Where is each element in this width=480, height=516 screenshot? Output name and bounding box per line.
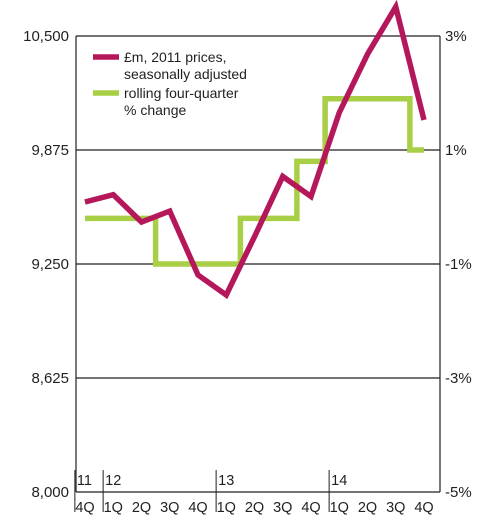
left-tick-label: 8,000 bbox=[31, 484, 69, 501]
x-tick-label: 4Q bbox=[188, 500, 207, 516]
series-lines bbox=[84, 0, 427, 300]
x-tick-label: 4Q bbox=[301, 500, 320, 516]
year-label: 12 bbox=[105, 473, 121, 489]
x-tick-label: 4Q bbox=[75, 500, 94, 516]
legend-label: £m, 2011 prices, bbox=[124, 49, 226, 65]
x-tick-label: 3Q bbox=[386, 500, 405, 516]
right-tick-label: -5% bbox=[445, 484, 472, 501]
right-tick-label: 1% bbox=[445, 142, 467, 159]
gridlines bbox=[76, 35, 440, 493]
x-tick-label: 1Q bbox=[217, 500, 236, 516]
right-tick-label: 3% bbox=[445, 28, 467, 45]
right-tick-label: -1% bbox=[445, 256, 472, 273]
axes bbox=[75, 36, 441, 492]
x-tick-label: 2Q bbox=[132, 500, 151, 516]
left-tick-label: 9,250 bbox=[31, 256, 69, 273]
legend-label: rolling four-quarter bbox=[124, 85, 239, 101]
year-label: 11 bbox=[77, 473, 92, 489]
x-tick-label: 2Q bbox=[245, 500, 264, 516]
left-axis-ticks: 8,000 8,625 9,250 9,875 10,500 bbox=[23, 28, 69, 501]
x-tick-label: 3Q bbox=[273, 500, 292, 516]
left-tick-label: 10,500 bbox=[23, 28, 69, 45]
x-tick-label: 1Q bbox=[104, 500, 123, 516]
year-label: 14 bbox=[331, 473, 347, 489]
legend-label: seasonally adjusted bbox=[124, 66, 247, 82]
legend-label: % change bbox=[124, 102, 186, 118]
left-tick-label: 8,625 bbox=[31, 370, 69, 387]
series-line bbox=[84, 0, 427, 300]
x-tick-label: 4Q bbox=[414, 500, 433, 516]
year-markers: 11 12 13 14 bbox=[74, 470, 347, 512]
x-tick-label: 1Q bbox=[330, 500, 349, 516]
x-tick-label: 2Q bbox=[358, 500, 377, 516]
x-axis-ticks: 4Q 1Q 2Q 3Q 4Q 1Q 2Q 3Q 4Q 1Q 2Q 3Q 4Q bbox=[75, 500, 433, 516]
right-tick-label: -3% bbox=[445, 370, 472, 387]
left-tick-label: 9,875 bbox=[31, 142, 69, 159]
x-tick-label: 3Q bbox=[160, 500, 179, 516]
legend: £m, 2011 prices,seasonally adjusted rolli… bbox=[93, 49, 247, 118]
right-axis-ticks: -5% -3% -1% 1% 3% bbox=[445, 28, 472, 501]
year-label: 13 bbox=[218, 473, 234, 489]
